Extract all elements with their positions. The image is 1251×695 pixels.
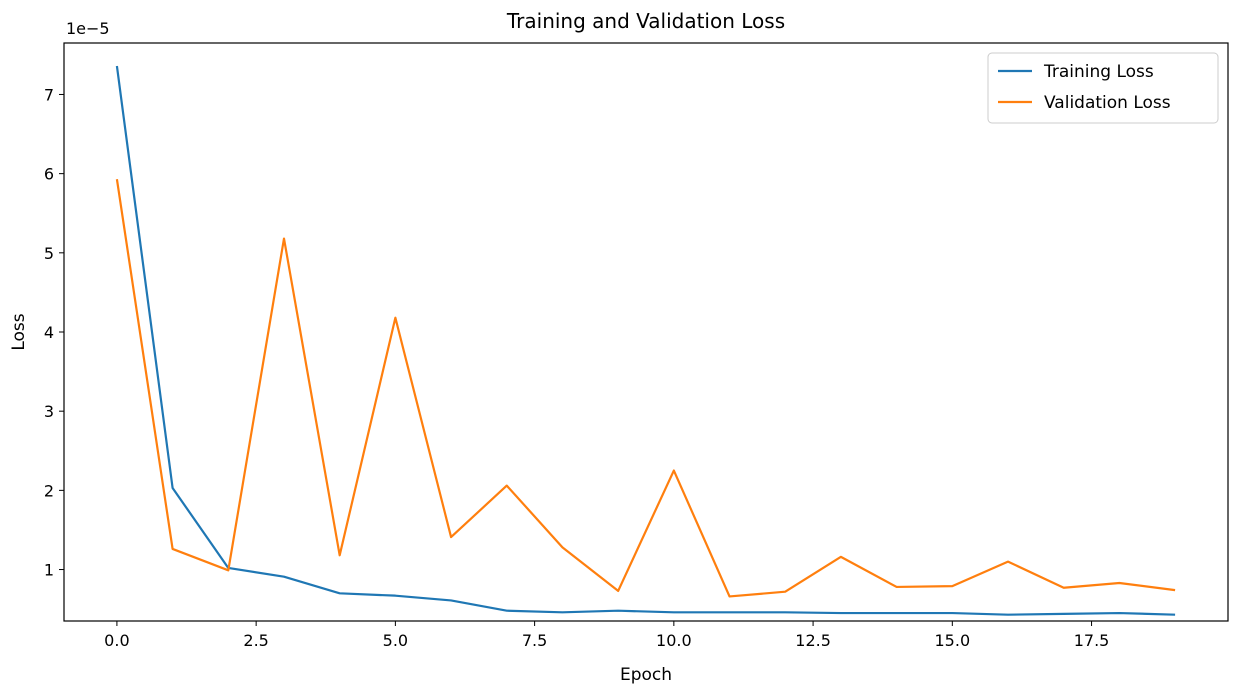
x-tick-label: 5.0 [383,631,408,650]
plot-area [63,42,1229,622]
chart-title: Training and Validation Loss [506,9,785,33]
plot-frame [63,42,1229,622]
x-tick-label: 17.5 [1074,631,1110,650]
legend-label: Validation Loss [1044,93,1171,113]
series-layer [115,65,1176,616]
y-tick-label: 3 [44,402,54,421]
series-line-training-loss [115,65,1176,616]
x-tick-label: 7.5 [522,631,547,650]
x-tick-label: 2.5 [243,631,268,650]
x-tick-label: 12.5 [795,631,831,650]
y-tick-label: 6 [44,165,54,184]
y-tick-label: 4 [44,323,54,342]
x-axis: 0.0 2.5 5.0 7.5 10.0 12.5 15.0 17.5 [104,621,1109,650]
y-tick-label: 1 [44,561,54,580]
x-tick-label: 15.0 [935,631,971,650]
y-tick-label: 7 [44,85,54,104]
y-axis: 1 2 3 4 5 6 7 [44,85,64,580]
legend-label: Training Loss [1043,62,1154,82]
x-tick-label: 0.0 [104,631,129,650]
x-axis-label: Epoch [620,665,672,685]
y-axis-label: Loss [9,313,29,350]
legend-box [987,52,1219,124]
y-tick-label: 2 [44,481,54,500]
x-tick-label: 10.0 [656,631,692,650]
y-tick-label: 5 [44,244,54,263]
y-multiplier-label: 1e−5 [66,19,110,38]
legend: Training Loss Validation Loss [987,52,1219,124]
series-line-validation-loss [115,179,1176,598]
